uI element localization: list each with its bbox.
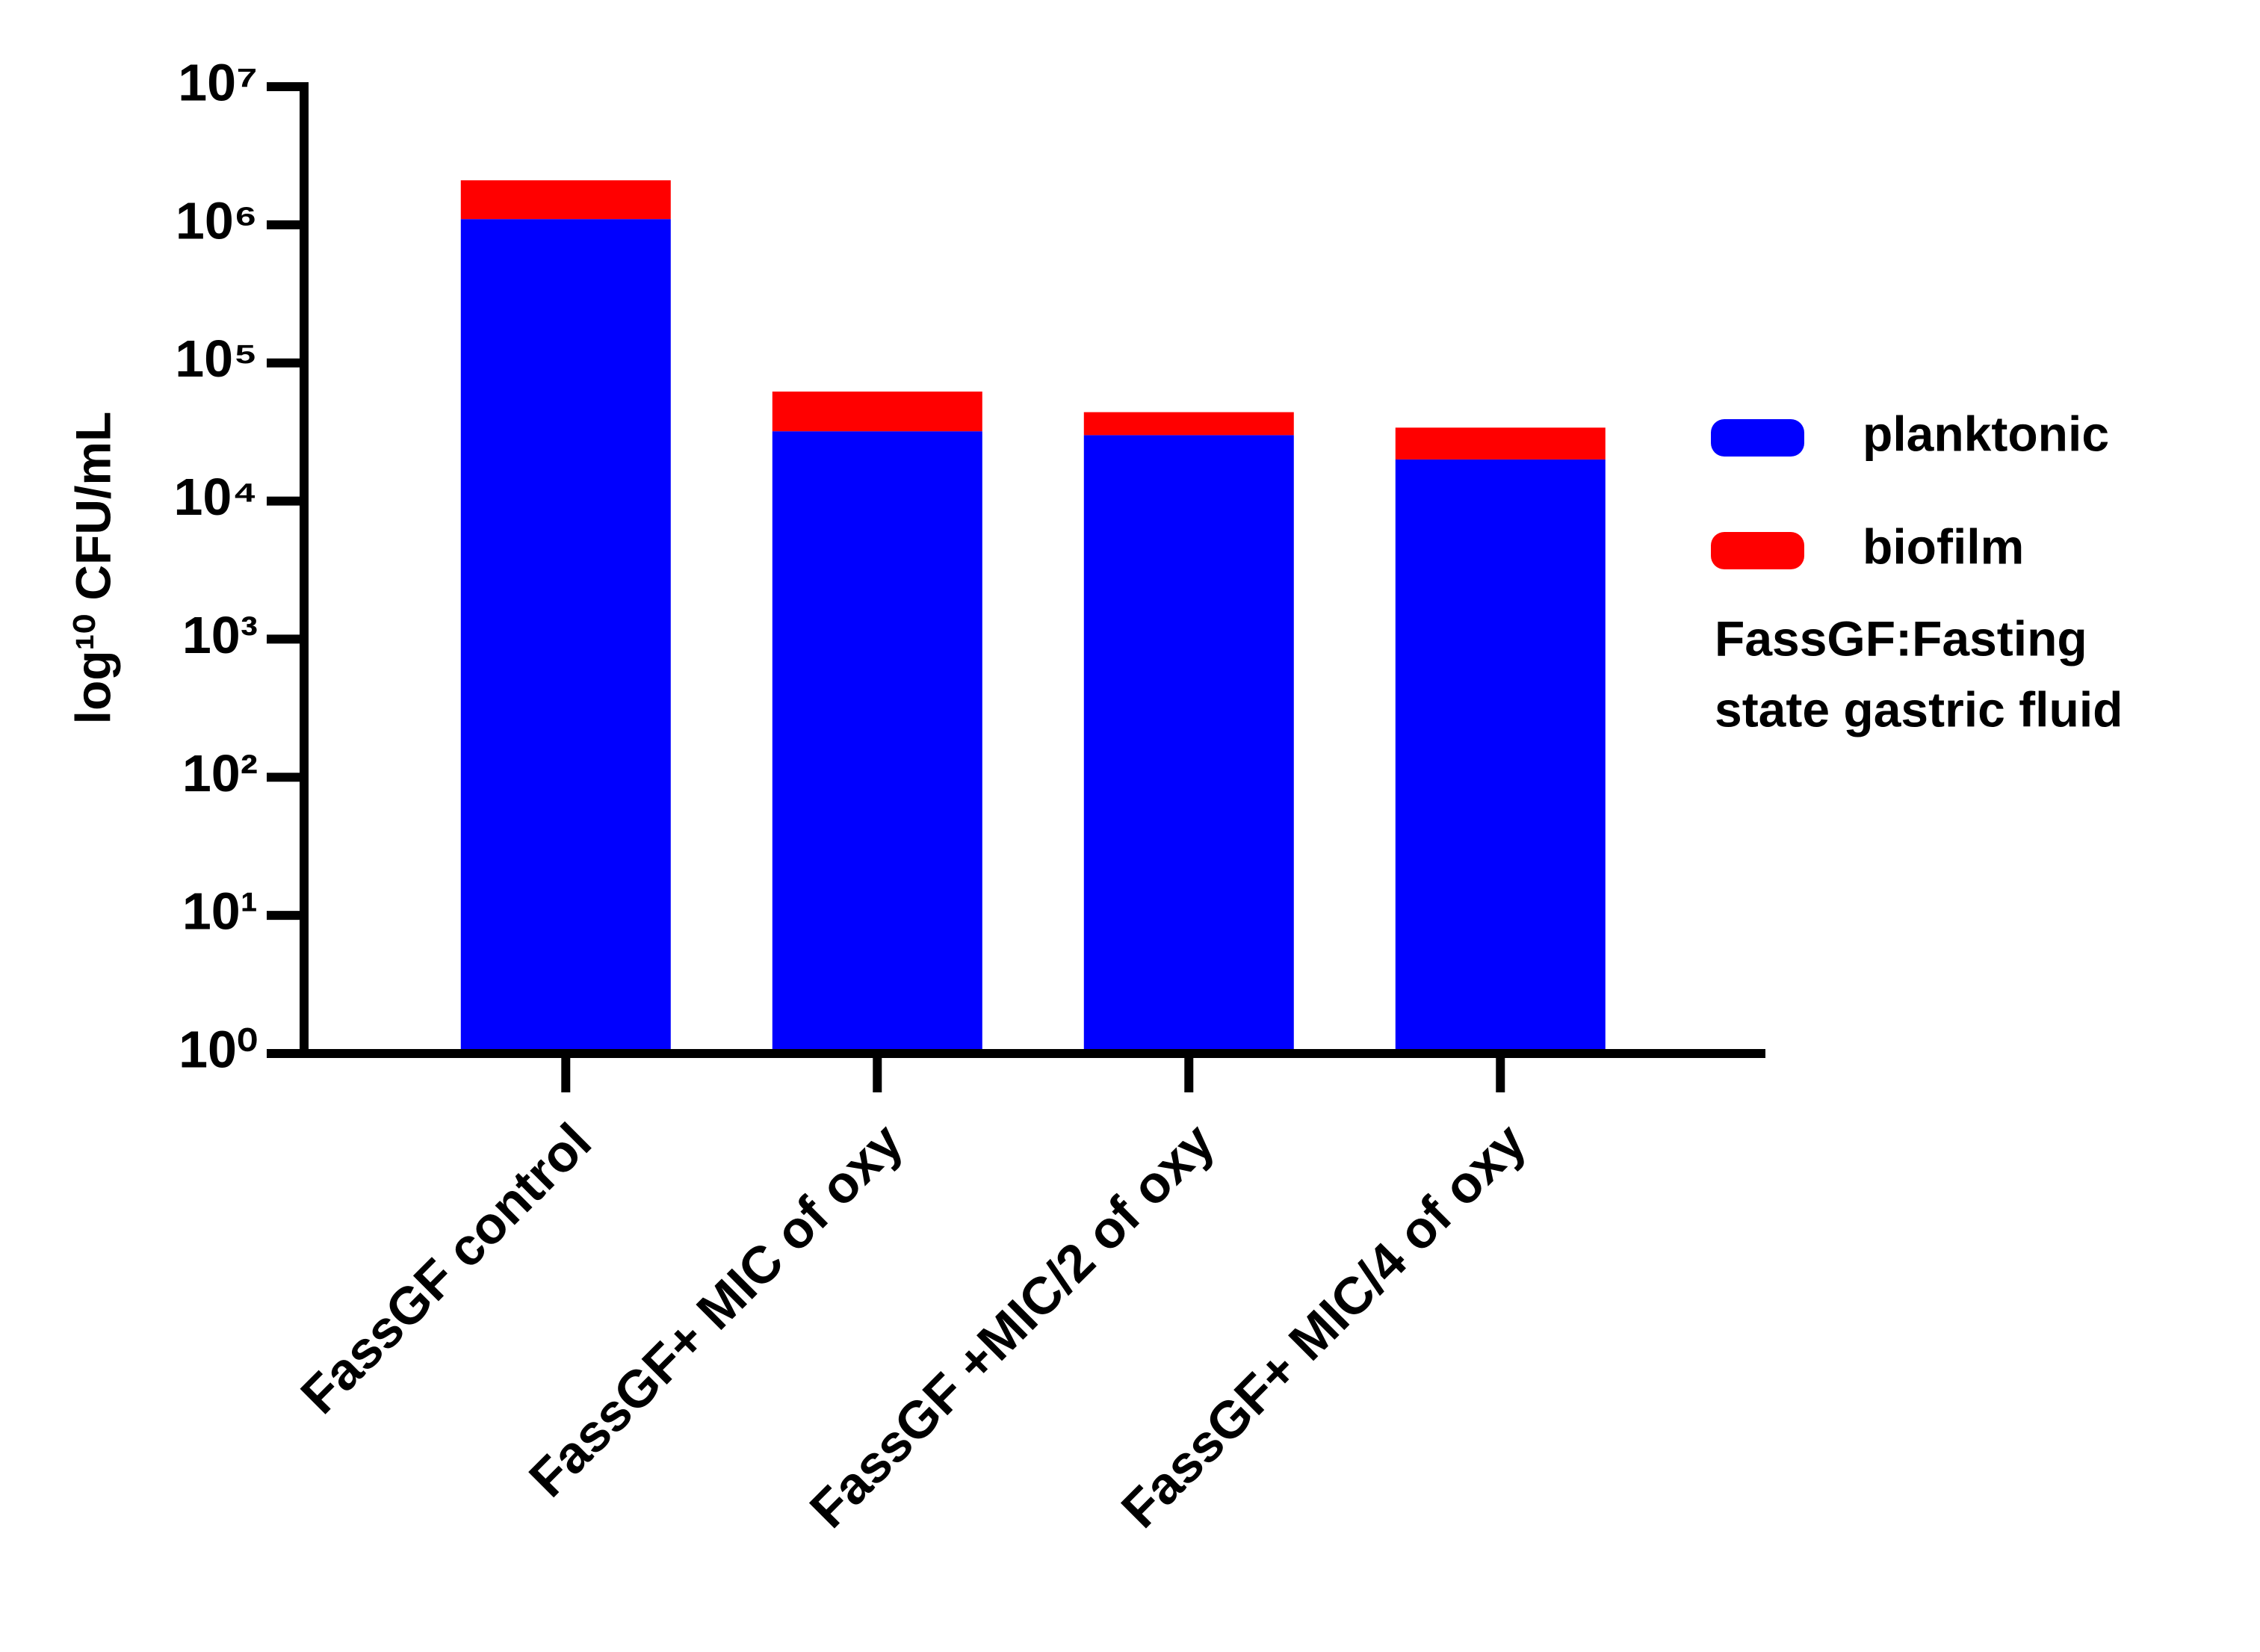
bar-segment bbox=[1395, 427, 1606, 460]
legend-swatch bbox=[1711, 419, 1804, 457]
bar-segment bbox=[460, 180, 671, 220]
annotation: state gastric fluid bbox=[1715, 681, 2123, 737]
bar-segment bbox=[1083, 435, 1294, 1054]
x-tick-label: FassGF control bbox=[290, 1113, 602, 1425]
y-tick-label: 10² bbox=[182, 744, 258, 802]
bar-segment bbox=[460, 219, 671, 1054]
legend-label: biofilm bbox=[1863, 519, 2024, 574]
bar-segment bbox=[1083, 412, 1294, 436]
bar-segment bbox=[772, 392, 982, 432]
y-axis-label: log¹⁰ CFU/mL bbox=[65, 412, 120, 725]
legend-swatch bbox=[1711, 532, 1804, 569]
y-tick-label: 10⁰ bbox=[179, 1020, 258, 1078]
legend-label: planktonic bbox=[1863, 406, 2109, 461]
y-tick-label: 10⁵ bbox=[175, 330, 258, 388]
y-tick-label: 10⁶ bbox=[176, 191, 258, 250]
bar-segment bbox=[1395, 459, 1606, 1054]
y-tick-label: 10⁴ bbox=[174, 468, 258, 526]
bar-segment bbox=[772, 431, 982, 1054]
annotation: FassGF:Fasting bbox=[1715, 610, 2087, 666]
y-tick-label: 10¹ bbox=[182, 882, 258, 941]
y-tick-label: 10⁷ bbox=[178, 53, 258, 111]
y-tick-label: 10³ bbox=[182, 606, 258, 664]
